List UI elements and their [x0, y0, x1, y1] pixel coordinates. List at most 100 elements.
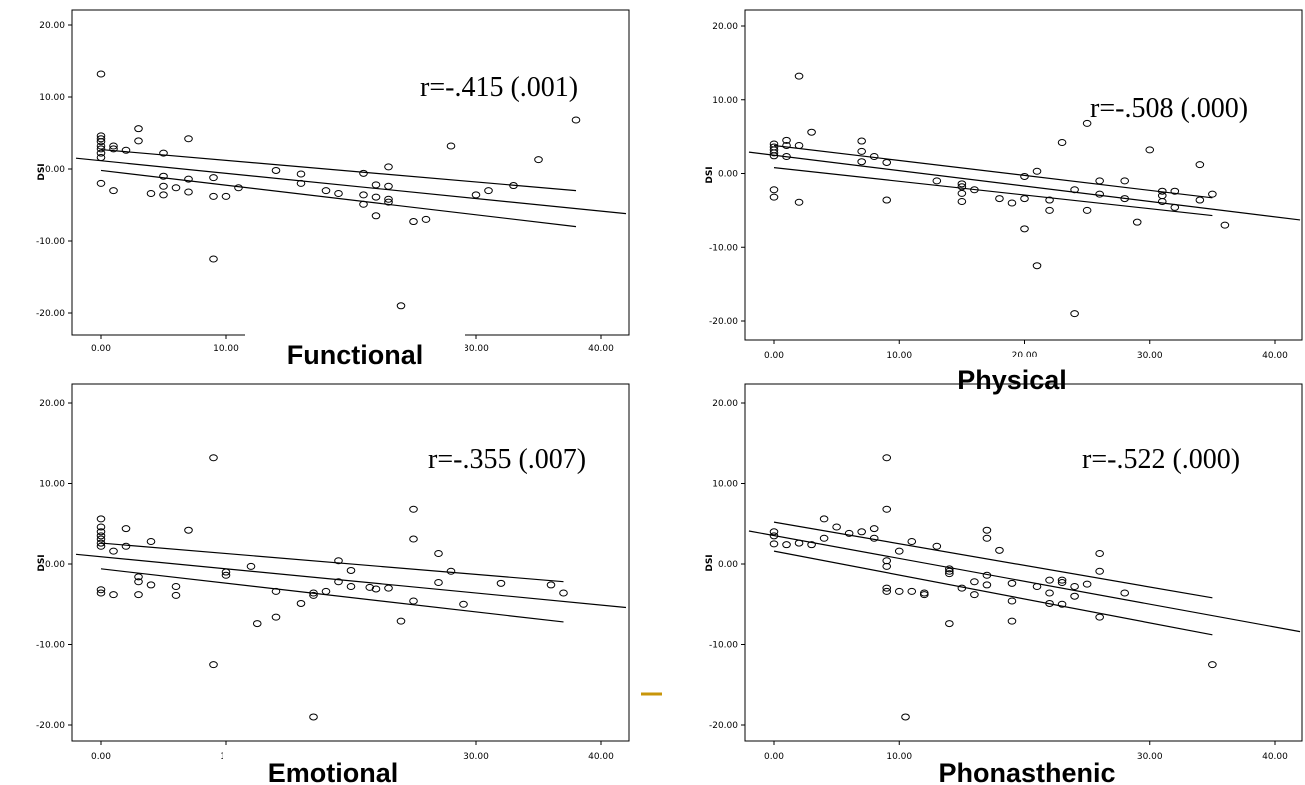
scatter-point [1170, 187, 1180, 195]
scatter-point [869, 525, 879, 533]
scatter-point [945, 620, 954, 628]
x-tick-label: 0.00 [764, 351, 784, 361]
phonasthenic-chart-panel: DSI 20.00 10.00 0.00 -10.00 -20.00 0.00 10.00 3… [705, 383, 1303, 785]
scatter-point [970, 186, 979, 194]
scatter-point [1082, 119, 1092, 127]
scatter-point [221, 568, 231, 576]
scatter-point [1007, 617, 1017, 625]
scatter-point [371, 181, 381, 189]
scatter-point [121, 542, 131, 550]
scatter-point [346, 583, 356, 591]
scatter-point [159, 191, 168, 199]
scatter-point [371, 212, 381, 220]
scatter-point [384, 198, 393, 206]
scatter-point [559, 589, 568, 597]
correlation-annotation: r=-.415 (.001) [420, 72, 578, 103]
scatter-point [346, 566, 356, 574]
scatter-point [932, 177, 942, 185]
plot-frame [71, 383, 630, 742]
scatter-point [1020, 225, 1029, 233]
confidence-lower-line [100, 169, 577, 228]
x-tick-label: 40.00 [588, 752, 614, 762]
scatter-point [171, 583, 181, 591]
scatter-point [794, 72, 804, 80]
scatter-point [109, 142, 118, 150]
scatter-point [1057, 600, 1067, 608]
scatter-point [1070, 186, 1079, 194]
scatter-point [1045, 599, 1054, 607]
correlation-annotation: r=-.522 (.000) [1082, 444, 1240, 475]
x-tick-label: 40.00 [1262, 752, 1288, 762]
y-tick-label: -10.00 [709, 243, 738, 253]
scatter-point [271, 587, 281, 595]
scatter-point [334, 557, 343, 565]
scatter-point [832, 523, 841, 531]
y-tick-label: 0.00 [45, 560, 65, 570]
panel-caption: Phonasthenic [938, 758, 1115, 785]
scatter-point [1070, 583, 1079, 591]
scatter-point [794, 539, 804, 547]
y-tick-label: 10.00 [712, 480, 738, 490]
scatter-point [96, 523, 106, 531]
scatter-point [769, 186, 779, 194]
scatter-point [982, 581, 992, 589]
scatter-point [571, 116, 581, 124]
scatter-point [184, 175, 193, 183]
scatter-point [907, 587, 917, 595]
scatter-point [882, 505, 892, 513]
scatter-point [1007, 597, 1017, 605]
scatter-point [907, 537, 917, 545]
scatter-point [209, 661, 218, 669]
scatter-point [1120, 177, 1129, 185]
x-tick-label: 10.00 [213, 344, 239, 354]
scatter-point [769, 528, 779, 536]
scatter-point [471, 191, 481, 199]
scatter-point [857, 147, 866, 155]
scatter-point [1095, 613, 1104, 621]
scatter-point [334, 578, 343, 586]
scatter-point [109, 145, 118, 153]
scatter-point [857, 137, 866, 145]
x-tick-label: 30.00 [1137, 351, 1163, 361]
scatter-point [1057, 579, 1067, 587]
y-tick-label: 20.00 [39, 399, 65, 409]
scatter-point [96, 149, 106, 157]
scatter-point [1045, 576, 1054, 584]
scatter-point [869, 534, 879, 542]
scatter-point [1070, 310, 1079, 318]
scatter-point [359, 169, 368, 177]
x-tick-label: 0.00 [91, 752, 111, 762]
scatter-point [882, 562, 892, 570]
scatter-point [146, 537, 156, 545]
scatter-point [882, 454, 892, 462]
scatter-point [96, 542, 106, 550]
scatter-point [1208, 661, 1217, 669]
scatter-point [882, 584, 892, 592]
scatter-point [96, 145, 106, 153]
scatter-point [309, 591, 318, 599]
scatter-point [1132, 218, 1142, 226]
physical-chart-panel: DSI 20.00 10.00 0.00 -10.00 -20.00 0.00 10.00 2… [705, 9, 1303, 397]
scatter-point [384, 163, 393, 171]
regression-line [748, 530, 1301, 633]
regression-line [748, 151, 1301, 221]
scatter-point [819, 515, 829, 523]
scatter-point [484, 187, 493, 195]
scatter-point [296, 599, 306, 607]
x-tick-label: 10.00 [886, 351, 912, 361]
scatter-point [882, 587, 892, 595]
scatter-point [769, 193, 779, 201]
y-axis-label: DSI [37, 163, 47, 180]
scatter-point [1020, 172, 1029, 180]
confidence-upper-line [100, 148, 577, 192]
scatter-point [957, 198, 967, 206]
scatter-point [782, 141, 791, 149]
scatter-point [396, 617, 406, 625]
scatter-point [794, 198, 804, 206]
y-tick-label: 0.00 [718, 170, 738, 180]
caption-background [918, 357, 1096, 397]
scatter-point [1007, 199, 1017, 207]
scatter-point [882, 196, 892, 204]
scatter-point [121, 146, 131, 154]
scatter-point [882, 158, 892, 166]
